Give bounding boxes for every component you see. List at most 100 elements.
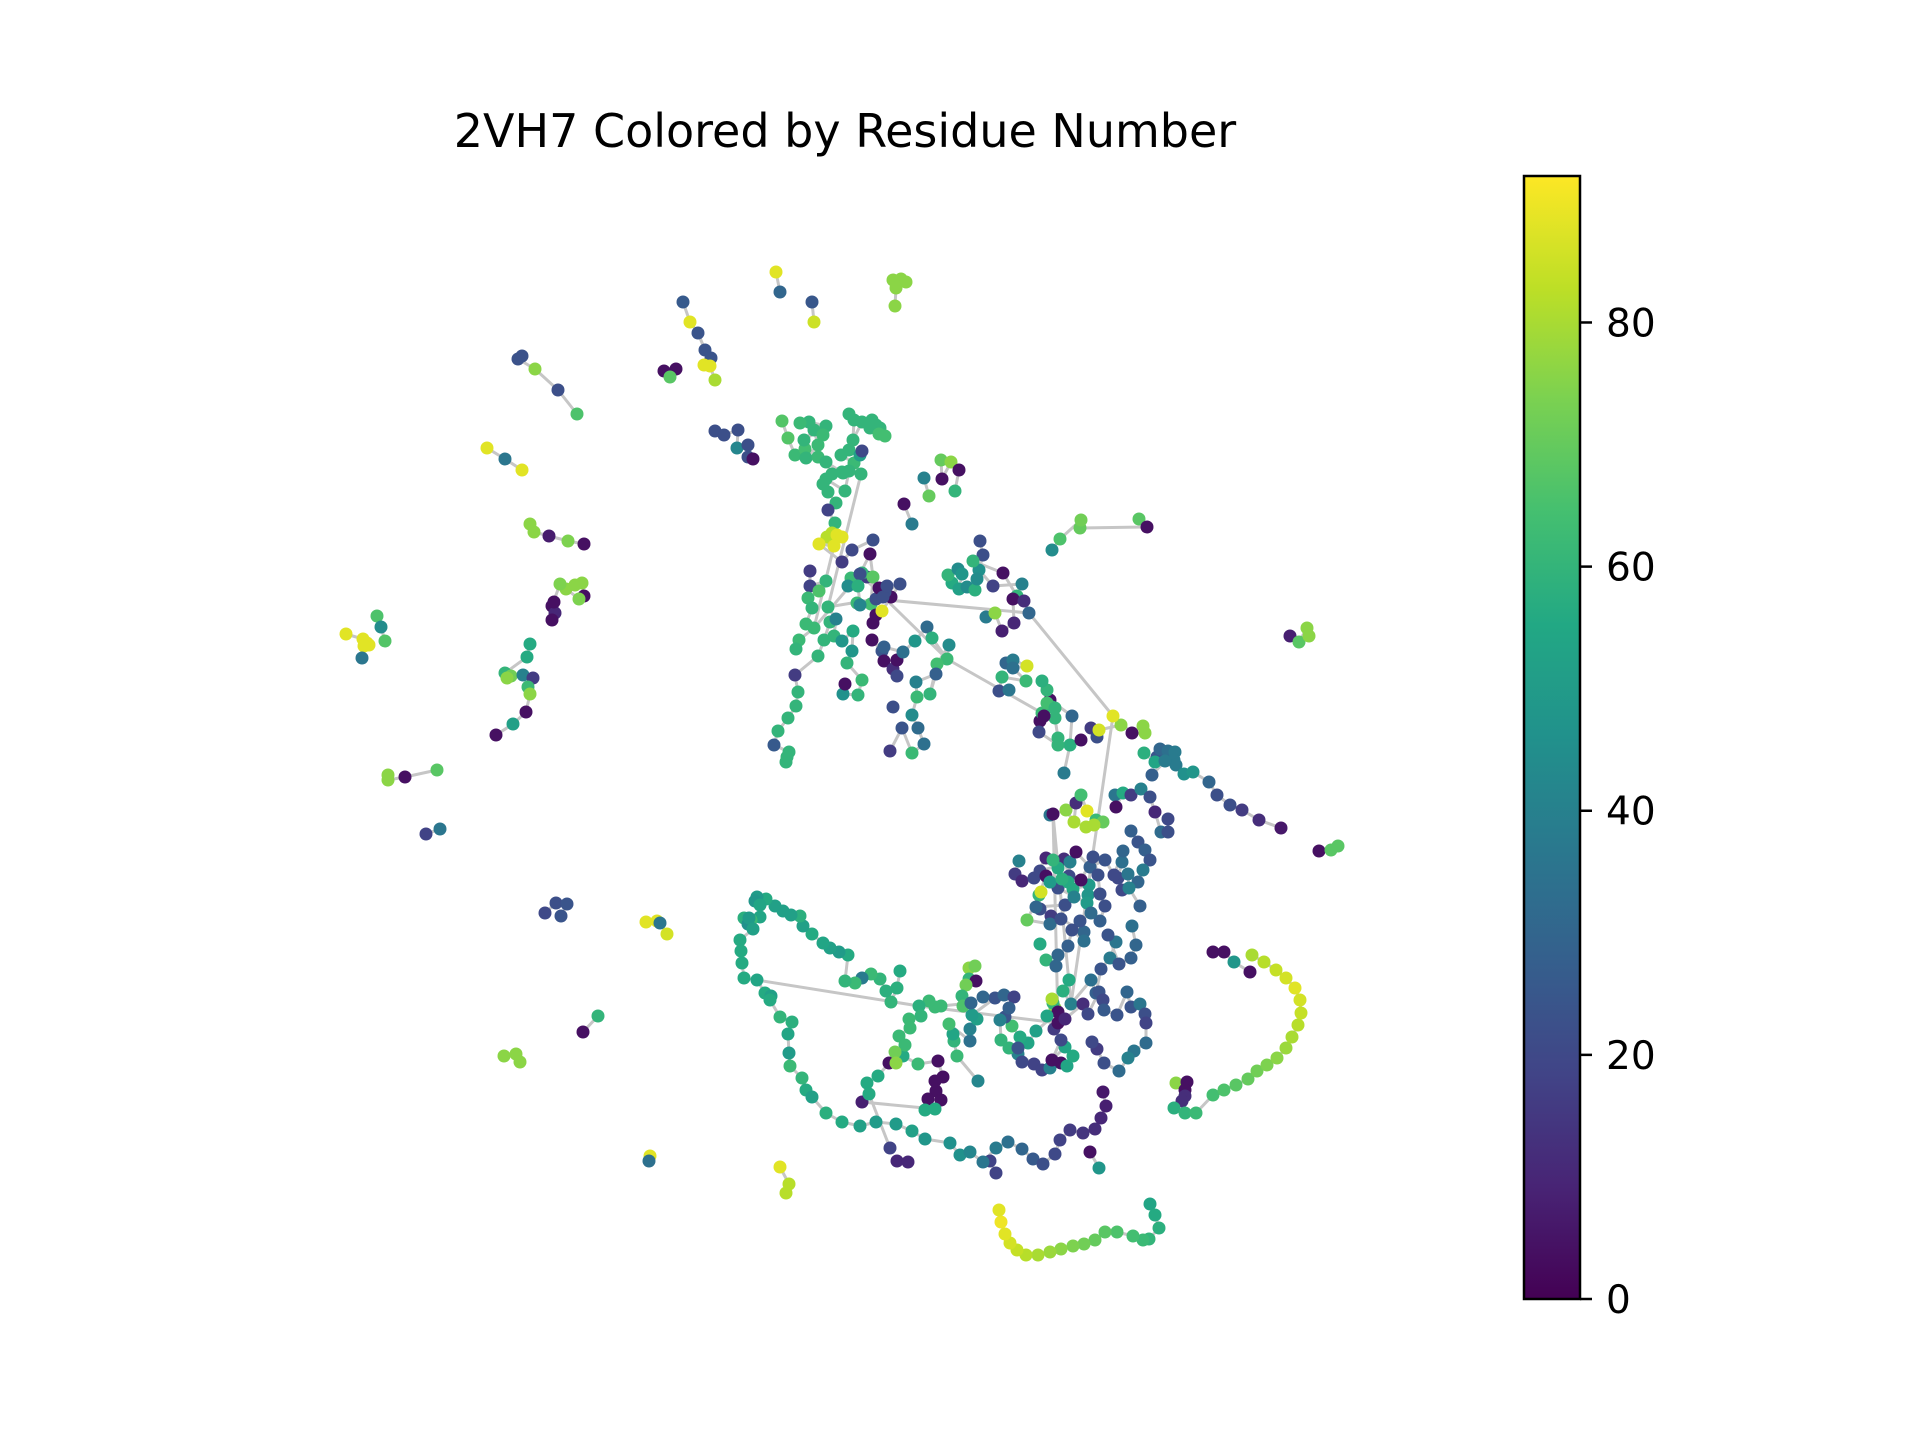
graph-node [381,773,395,787]
graph-node [753,898,767,912]
graph-node [854,467,868,481]
graph-node [785,1015,799,1029]
graph-node [1257,955,1271,969]
graph-node [992,1203,1006,1217]
graph-node [737,971,751,985]
graph-node [1013,1030,1027,1044]
graph-node [576,1025,590,1039]
graph-node [952,463,966,477]
graph-node [1045,992,1059,1006]
chart-title: 2VH7 Colored by Residue Number [454,104,1237,158]
graph-node [1046,807,1060,821]
graph-node [848,976,862,990]
graph-node [1031,1248,1045,1262]
graph-node [1043,1245,1057,1259]
graph-node [797,433,811,447]
graph-node [821,503,835,517]
graph-node [575,576,589,590]
graph-node [838,974,852,988]
graph-node [805,295,819,309]
graph-node [890,981,904,995]
graph-node [1002,1001,1016,1015]
graph-node [917,471,931,485]
graph-node [1020,659,1034,673]
graph-node [1045,1053,1059,1067]
graph-node [955,989,969,1003]
graph-node [1121,867,1135,881]
graph-node [930,657,944,671]
graph-node [845,644,859,658]
graph-node [781,1027,795,1041]
graph-node [1001,1135,1015,1149]
graph-node [805,927,819,941]
graph-node [1167,1101,1181,1115]
graph-node [931,1054,945,1068]
graph-node [1097,1056,1111,1070]
graph-node [708,373,722,387]
graph-node [746,452,760,466]
graph-node [1015,1142,1029,1156]
graph-node [1312,844,1326,858]
graph-node [489,728,503,742]
graph-node [782,1046,796,1060]
graph-node [890,1154,904,1168]
graph-node [419,827,433,841]
graph-node [941,568,955,582]
graph-node [741,438,755,452]
graph-node [888,299,902,313]
graph-node [1294,1006,1308,1020]
graph-node [877,640,891,654]
graph-node [1092,723,1106,737]
graph-node [1206,945,1220,959]
graph-node [1094,962,1108,976]
graph-node [1077,1237,1091,1251]
graph-node [1076,1126,1090,1140]
graph-node [807,621,821,635]
graph-node [914,1009,928,1023]
graph-node [995,624,1009,638]
graph-node [1269,963,1283,977]
graph-node [953,1148,967,1162]
graph-node [821,485,835,499]
graph-node [1032,725,1046,739]
graph-node [911,721,925,735]
graph-node [828,516,842,530]
graph-node [905,746,919,760]
colorbar-tick-label: 0 [1606,1278,1631,1323]
graph-node [817,633,831,647]
graph-node [838,484,852,498]
graph-node [994,1215,1008,1229]
graph-node [1053,532,1067,546]
graph-node [888,1045,902,1059]
graph-node [829,612,843,626]
graph-node [827,539,841,553]
graph-node [506,717,520,731]
graph-node [905,708,919,722]
graph-node [1077,925,1091,939]
network-nodes [339,265,1345,1262]
graph-node [1061,939,1075,953]
graph-node [969,974,983,988]
graph-node [879,984,893,998]
graph-node [1077,934,1091,948]
graph-node [1217,945,1231,959]
graph-node [922,489,936,503]
graph-node [821,600,835,614]
graph-node [819,574,833,588]
graph-node [1136,1233,1150,1247]
graph-node [855,444,869,458]
graph-node [1096,1085,1110,1099]
graph-node [1148,755,1162,769]
graph-node [918,1103,932,1117]
colorbar-tick-label: 40 [1606,790,1656,835]
graph-node [1063,1123,1077,1137]
graph-node [1059,803,1073,817]
graph-node [845,543,859,557]
graph-edge [875,597,1030,615]
graph-node [1152,1221,1166,1235]
graph-node [498,452,512,466]
graph-node [1133,997,1147,1011]
graph-node [923,687,937,701]
graph-node [735,956,749,970]
graph-node [835,555,849,569]
